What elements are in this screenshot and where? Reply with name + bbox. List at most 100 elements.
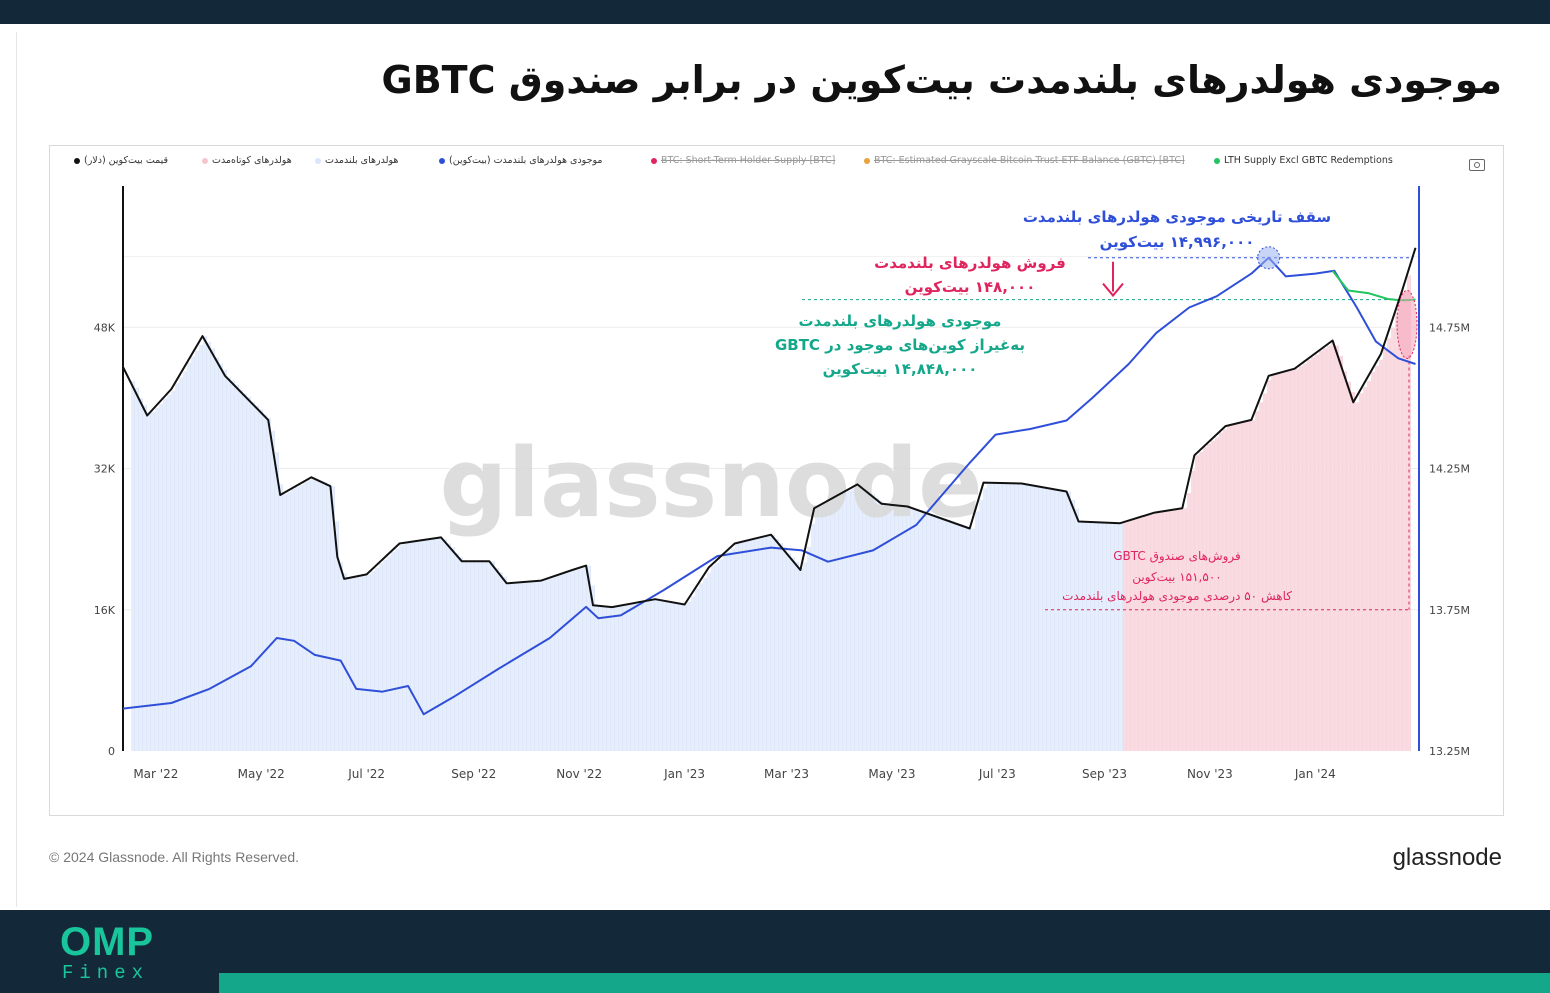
long-term-bar: [903, 505, 907, 751]
legend-swatch: [651, 157, 657, 164]
legend-item[interactable]: موجودی هولدرهای بلندمدت (بیت‌کوین): [435, 155, 602, 166]
long-term-bar: [595, 605, 599, 751]
legend-item[interactable]: BTC: Short-Term Holder Supply [BTC]: [647, 155, 835, 166]
long-term-bar: [591, 585, 595, 751]
short-term-bar: [1127, 521, 1131, 751]
long-term-bar: [587, 565, 591, 751]
long-term-bar: [899, 505, 903, 751]
long-term-bar: [1119, 523, 1123, 751]
sell-arrow-head: [1102, 282, 1124, 298]
long-term-bar: [975, 511, 979, 751]
long-term-bar: [995, 482, 999, 751]
long-term-bar: [895, 505, 899, 751]
long-term-bar: [391, 551, 395, 751]
short-term-bar: [1291, 370, 1295, 751]
ath-title: سقف تاریخی موجودی هولدرهای بلندمدت: [1023, 208, 1331, 226]
long-term-bar: [439, 537, 443, 751]
long-term-bar: [1035, 485, 1039, 751]
short-term-bar: [1243, 422, 1247, 751]
long-term-bar: [527, 581, 531, 751]
x-tick-label: May '22: [238, 767, 285, 781]
camera-icon[interactable]: [1469, 159, 1485, 171]
short-term-bar: [1331, 341, 1335, 751]
legend-swatch: [439, 157, 445, 164]
short-term-bar: [1219, 432, 1223, 751]
short-term-bar: [1251, 420, 1255, 751]
long-term-bar: [511, 583, 515, 751]
long-term-bar: [351, 577, 355, 751]
long-term-bar: [567, 572, 571, 751]
short-term-bar: [1163, 511, 1167, 751]
long-term-bar: [783, 547, 787, 751]
short-term-bar: [1383, 348, 1387, 751]
long-term-bar: [839, 494, 843, 751]
short-term-bar: [1207, 443, 1211, 751]
long-term-bar: [271, 430, 275, 751]
long-term-bar: [1075, 508, 1079, 751]
short-term-bar: [1231, 424, 1235, 751]
long-term-bar: [267, 418, 271, 751]
legend-swatch: [864, 157, 870, 164]
left-divider: [16, 32, 17, 907]
long-term-bar: [887, 504, 891, 751]
long-term-bar: [371, 571, 375, 751]
gbtc-value: ۱۵۱,۵۰۰ بیت‌کوین: [1132, 570, 1221, 585]
gbtc-title: فروش‌های صندوق GBTC: [1113, 549, 1241, 564]
long-term-bar: [359, 576, 363, 751]
legend-item[interactable]: قیمت بیت‌کوین (دلار): [70, 155, 168, 166]
long-term-bar: [651, 600, 655, 751]
long-term-bar: [911, 507, 915, 751]
long-term-bar: [343, 573, 347, 751]
legend-item[interactable]: هولدرهای کوتاه‌مدت: [198, 155, 292, 166]
short-term-bar: [1211, 440, 1215, 751]
long-term-bar: [579, 568, 583, 751]
long-term-bar: [367, 574, 371, 751]
long-term-bar: [655, 599, 659, 751]
legend-item[interactable]: هولدرهای بلندمدت: [311, 155, 398, 166]
long-term-bar: [631, 603, 635, 751]
long-term-bar: [959, 524, 963, 751]
long-term-bar: [463, 561, 467, 751]
short-term-bar: [1151, 514, 1155, 751]
legend-item[interactable]: BTC: Estimated Grayscale Bitcoin Trust E…: [860, 155, 1185, 166]
short-term-bar: [1179, 508, 1183, 751]
short-term-bar: [1339, 355, 1343, 751]
long-term-bar: [487, 561, 491, 751]
long-term-bar: [475, 561, 479, 751]
x-tick-label: Jan '24: [1294, 767, 1336, 781]
long-term-bar: [827, 501, 831, 751]
long-term-bar: [363, 575, 367, 751]
long-term-bar: [175, 383, 179, 751]
long-term-bar: [283, 494, 287, 751]
long-term-bar: [535, 581, 539, 751]
long-term-bar: [987, 482, 991, 751]
long-term-bar: [1067, 491, 1071, 751]
left-tick-label: 48K: [94, 321, 116, 334]
long-term-bar: [919, 510, 923, 751]
excl-subtitle: به‌غیراز کوین‌های موجود در GBTC: [775, 336, 1025, 354]
short-term-bar: [1167, 510, 1171, 751]
long-term-bar: [659, 599, 663, 751]
long-term-bar: [703, 577, 707, 751]
top-bar: [0, 0, 1550, 24]
long-term-bar: [963, 526, 967, 751]
long-term-bar: [187, 362, 191, 751]
long-term-bar: [211, 348, 215, 751]
long-term-bar: [207, 342, 211, 751]
short-term-bar: [1303, 363, 1307, 751]
excl-title: موجودی هولدرهای بلندمدت: [799, 312, 1002, 330]
long-term-bar: [943, 518, 947, 751]
legend-item[interactable]: LTH Supply Excl GBTC Redemptions: [1210, 155, 1393, 166]
long-term-bar: [1047, 487, 1051, 751]
short-term-bar: [1215, 437, 1219, 751]
long-term-bar: [251, 402, 255, 751]
long-term-bar: [843, 492, 847, 751]
long-term-bar: [295, 487, 299, 751]
long-term-bar: [503, 576, 507, 751]
short-term-bar: [1299, 366, 1303, 751]
right-tick-label: 14.25M: [1429, 463, 1470, 476]
long-term-bar: [1055, 489, 1059, 751]
long-term-bar: [663, 600, 667, 751]
long-term-bar: [607, 606, 611, 751]
long-term-bar: [675, 602, 679, 751]
